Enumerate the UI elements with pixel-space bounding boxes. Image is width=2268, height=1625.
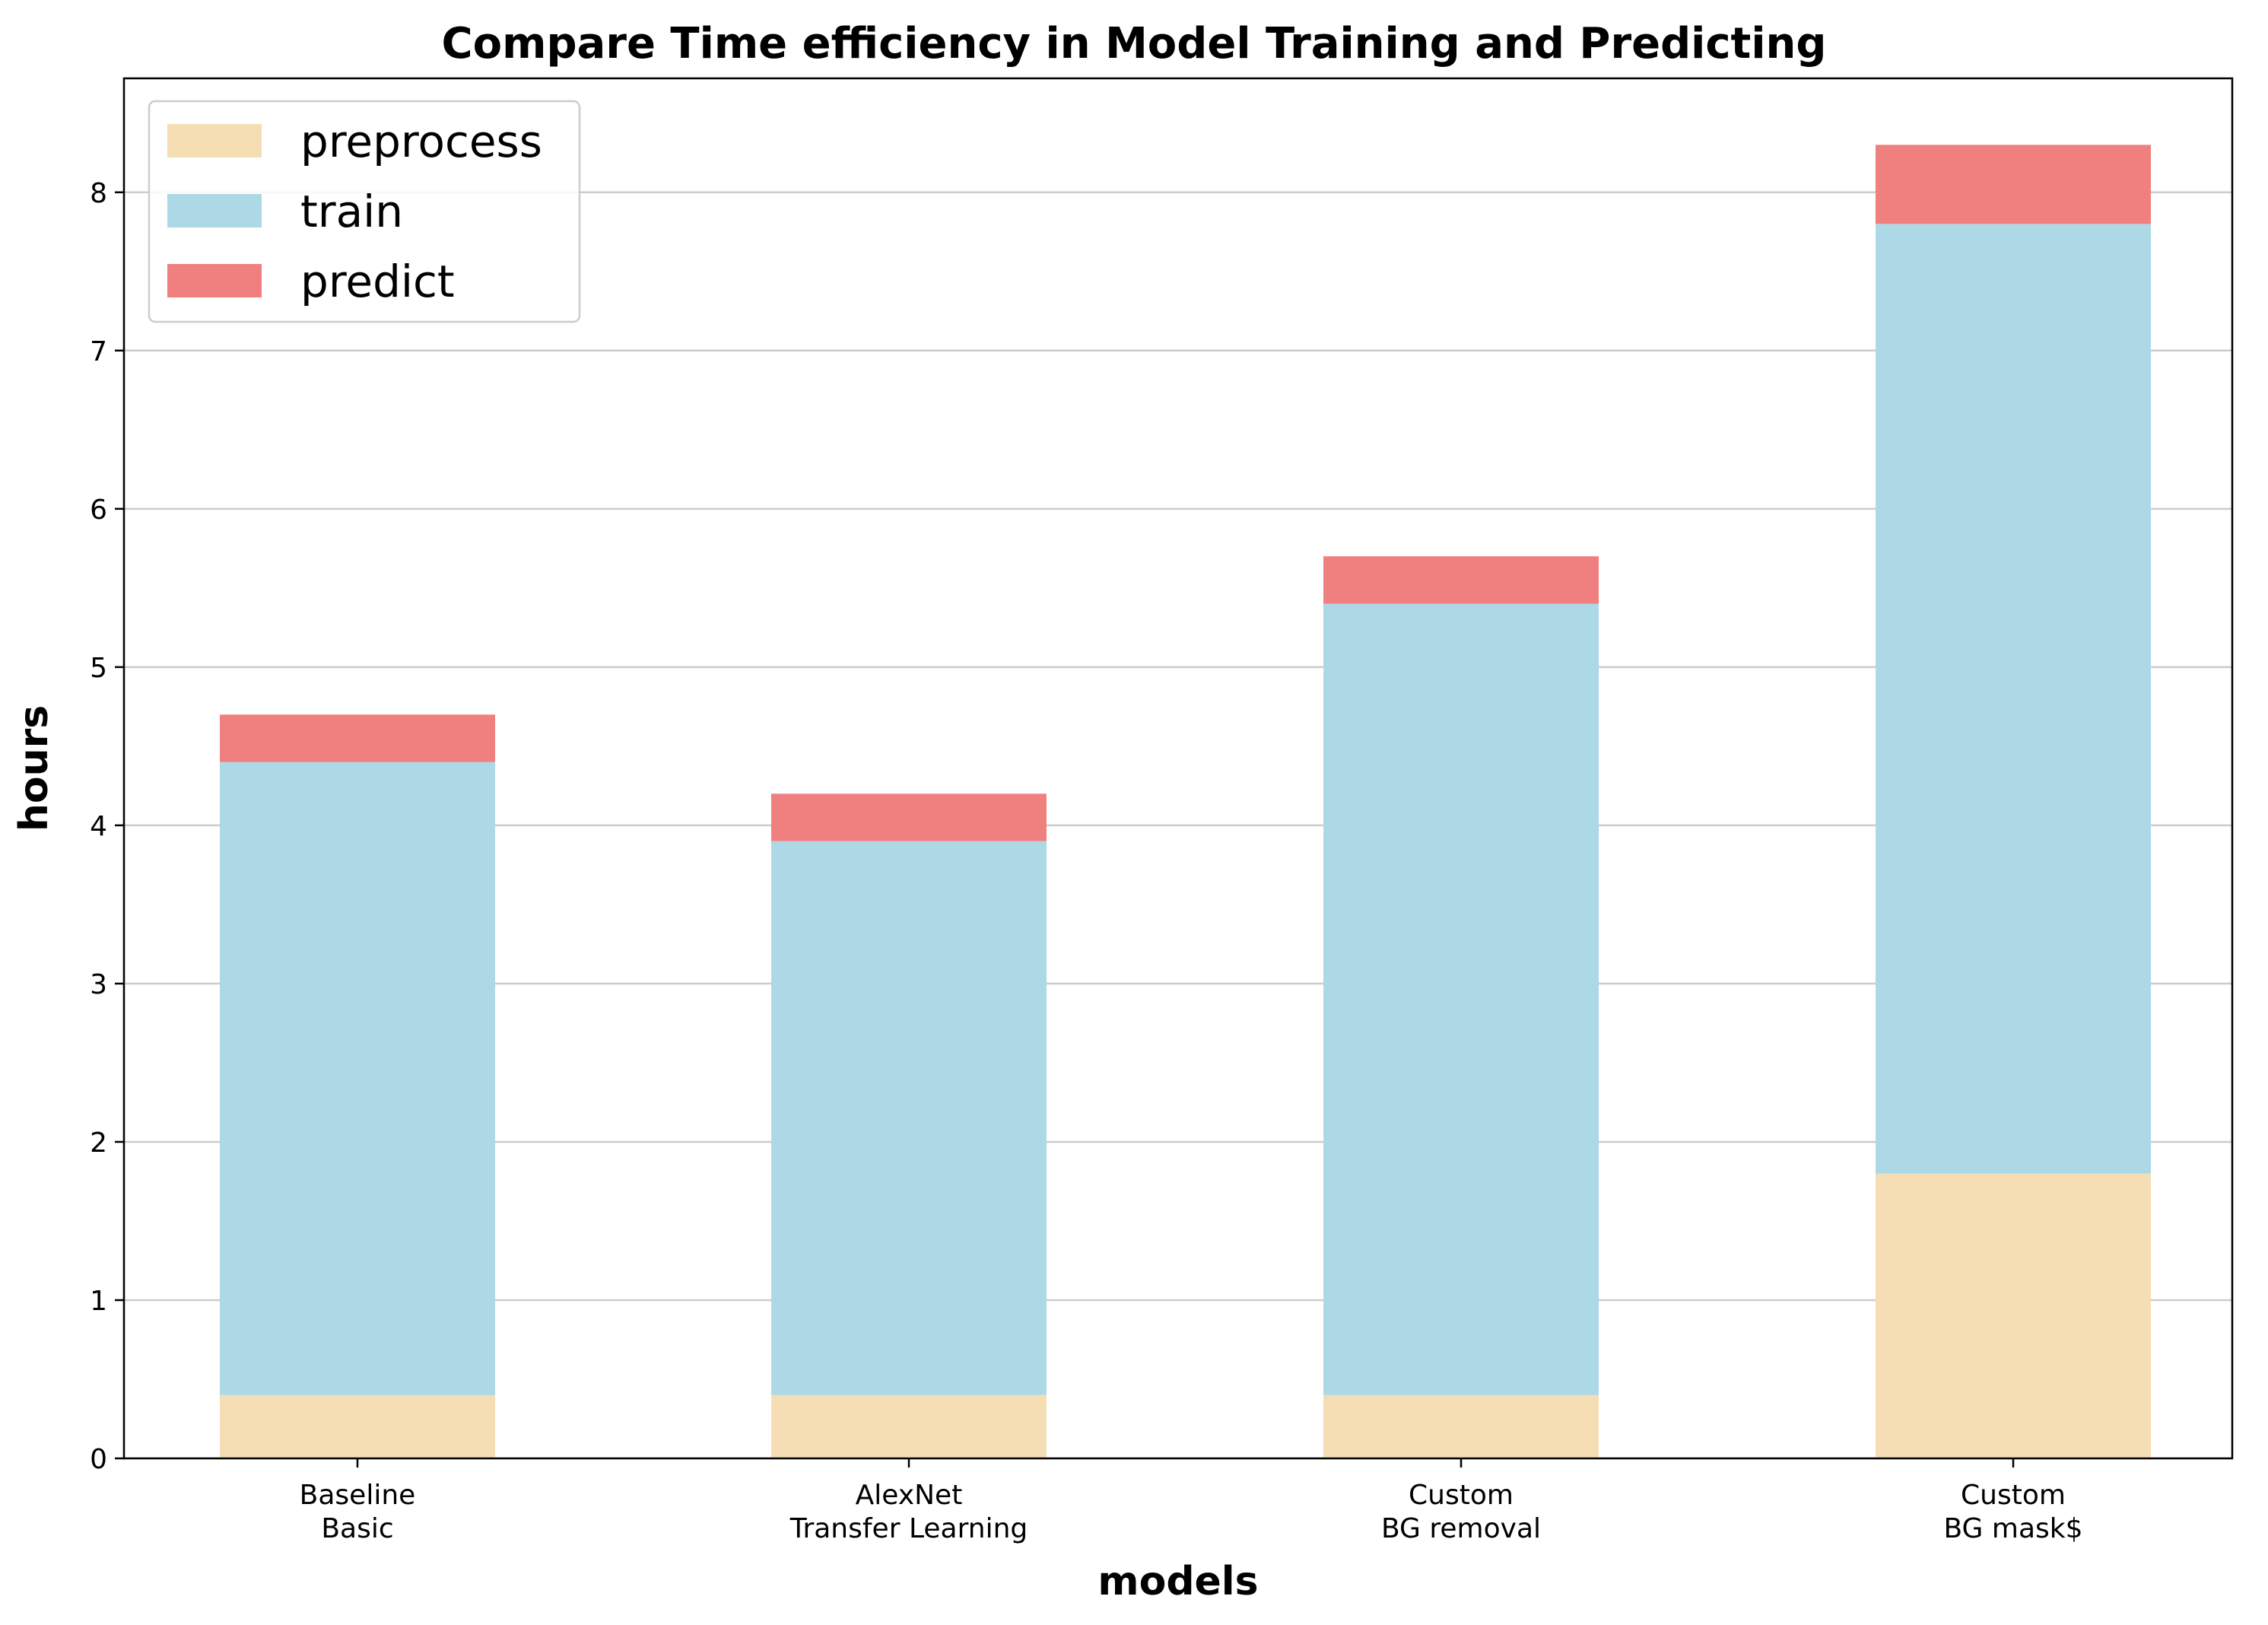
y-tick-label: 8 [90, 178, 107, 209]
bar-train [1876, 224, 2151, 1174]
x-tick-label: Custom BG removal [1381, 1480, 1541, 1544]
x-axis-label: models [1097, 1559, 1258, 1604]
y-tick-label: 0 [90, 1444, 107, 1475]
legend-swatch-train [167, 194, 262, 227]
legend-swatch-preprocess [167, 124, 262, 157]
legend-label-preprocess: preprocess [300, 116, 542, 167]
legend-label-train: train [300, 186, 403, 237]
x-tick-label: AlexNet Transfer Learning [789, 1480, 1028, 1544]
y-tick-label: 2 [90, 1127, 107, 1159]
y-tick-label: 1 [90, 1286, 107, 1317]
x-tick-label: Custom BG mask$ [1943, 1480, 2082, 1544]
y-tick-label: 3 [90, 969, 107, 1000]
bar-preprocess [1876, 1173, 2151, 1458]
x-axis-ticks: Baseline Basic AlexNet Transfer Learning Cus… [300, 1458, 2083, 1544]
legend: preprocess train predict [148, 100, 581, 323]
y-axis-ticks: 0 1 2 3 4 5 6 7 8 [90, 178, 124, 1475]
bar-predict [1876, 145, 2151, 224]
legend-label-predict: predict [300, 256, 455, 307]
bars [220, 145, 2151, 1458]
bar-predict [1323, 556, 1599, 604]
y-tick-label: 4 [90, 811, 107, 842]
y-tick-label: 6 [90, 494, 107, 526]
bar-predict [771, 793, 1047, 841]
plot-frame [122, 77, 2234, 1460]
bar-predict [220, 714, 495, 762]
legend-swatch-predict [167, 264, 262, 297]
bar-preprocess [1323, 1394, 1599, 1458]
chart-title: Compare Time efficiency in Model Trainin… [442, 19, 1827, 68]
bar-train [1323, 603, 1599, 1395]
bar-train [771, 841, 1047, 1395]
y-axis-label: hours [11, 705, 57, 832]
bar-train [220, 762, 495, 1395]
bar-preprocess [220, 1394, 495, 1458]
y-tick-label: 5 [90, 653, 107, 684]
y-tick-label: 7 [90, 336, 107, 367]
x-tick-label: Baseline Basic [300, 1480, 416, 1544]
bar-preprocess [771, 1394, 1047, 1458]
